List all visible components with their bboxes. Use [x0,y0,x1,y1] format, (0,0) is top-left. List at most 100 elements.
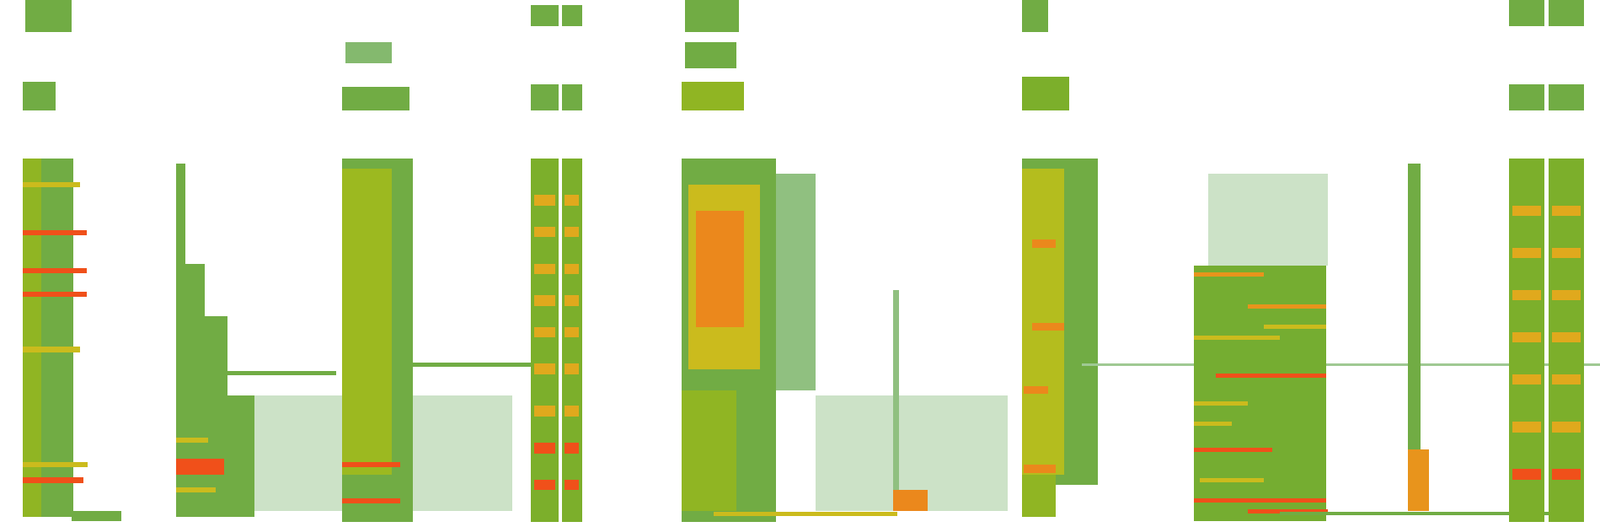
spectrogram-cell [1263,324,1327,329]
spectrogram-cell [564,263,579,275]
spectrogram-cell [345,42,392,64]
spectrogram-cell [530,158,558,522]
spectrogram-cell [1551,289,1581,301]
spectrogram-cell [564,405,579,417]
spectrogram-cell [1023,464,1056,472]
spectrogram-cell [22,181,81,188]
spectrogram-cell [564,226,579,238]
spectrogram-cell [176,315,228,396]
spectrogram-cell [25,0,72,33]
spectrogram-cell [530,84,558,111]
spectrogram-cell [342,158,413,522]
spectrogram-cell [1512,247,1542,259]
spectrogram-cell [1551,331,1581,343]
spectrogram-cell [534,326,556,338]
spectrogram-cell [684,0,740,33]
spectrogram-cell [1199,477,1264,482]
spectrogram-cell [893,489,929,511]
spectrogram-cell [1022,0,1048,33]
spectrogram-cell [564,194,579,206]
spectrogram-cell [1512,331,1542,343]
spectrogram-cell [564,442,579,454]
spectrogram-cell [1512,468,1542,480]
spectrogram-cell [1247,304,1327,309]
spectrogram-cell [1215,373,1327,378]
spectrogram-cell [564,326,579,338]
spectrogram-cell [22,346,81,352]
spectrogram-cell [534,294,556,306]
spectrogram-cell [176,486,216,493]
spectrogram-cell [681,173,817,390]
spectrogram-cell [1193,272,1265,277]
spectrogram-cell [534,226,556,238]
spectrogram-cell [534,479,556,491]
spectrogram-cell [1548,0,1584,27]
spectrogram-cell [22,461,89,467]
spectrogram-cell [893,289,900,512]
spectrogram-cell [1551,374,1581,386]
spectrogram-cell [412,362,532,367]
spectrogram-cell [1022,76,1069,112]
spectrogram-cell [176,458,225,475]
spectrogram-cell [815,395,1008,512]
spectrogram-cell [1193,265,1328,521]
spectrogram-cell [22,291,87,297]
spectrogram-cell [1193,421,1233,426]
spectrogram-cell [176,263,205,317]
spectrogram-cell [1032,239,1056,247]
spectrogram-cell [561,5,584,27]
spectrogram-chart [0,0,1600,527]
spectrogram-cell [1208,173,1328,266]
spectrogram-cell [1512,374,1542,386]
spectrogram-cell [1551,421,1581,433]
spectrogram-cell [71,510,122,521]
spectrogram-cell [176,163,186,264]
spectrogram-cell [681,158,776,522]
spectrogram-cell [22,81,57,111]
spectrogram-cell [681,81,744,111]
spectrogram-cell [1022,474,1056,517]
spectrogram-cell [713,511,898,516]
spectrogram-cell [1512,289,1542,301]
spectrogram-cell [1512,205,1542,217]
spectrogram-cell [22,476,84,482]
spectrogram-cell [684,42,737,69]
spectrogram-cell [534,263,556,275]
spectrogram-cell [1512,421,1542,433]
spectrogram-cell [1022,168,1064,475]
spectrogram-cell [22,230,87,236]
spectrogram-cell [534,194,556,206]
spectrogram-cell [1509,0,1545,27]
spectrogram-cell [1548,158,1584,522]
spectrogram-cell [22,267,87,273]
spectrogram-cell [534,442,556,454]
spectrogram-cell [1023,385,1048,394]
spectrogram-cell [1551,247,1581,259]
spectrogram-cell [1193,335,1281,340]
spectrogram-cell [1548,84,1584,111]
spectrogram-cell [561,158,584,522]
spectrogram-cell [1193,497,1328,503]
spectrogram-cell [1032,322,1065,331]
spectrogram-cell [564,363,579,375]
spectrogram-cell [1551,468,1581,480]
spectrogram-cell [534,363,556,375]
spectrogram-cell [561,84,584,111]
spectrogram-cell [564,479,579,491]
spectrogram-cell [176,437,209,443]
spectrogram-cell [1193,447,1273,452]
spectrogram-cell [1509,158,1545,522]
spectrogram-cell [342,86,410,111]
spectrogram-cell [534,405,556,417]
spectrogram-cell [342,497,400,504]
spectrogram-cell [176,395,255,517]
spectrogram-cell [1551,205,1581,217]
spectrogram-cell [688,184,760,370]
spectrogram-cell [342,461,400,467]
spectrogram-cell [204,370,337,375]
spectrogram-cell [1022,158,1097,486]
cells [22,0,1600,522]
spectrogram-cell [681,390,737,512]
spectrogram-cell [530,5,558,27]
spectrogram-cell [564,294,579,306]
